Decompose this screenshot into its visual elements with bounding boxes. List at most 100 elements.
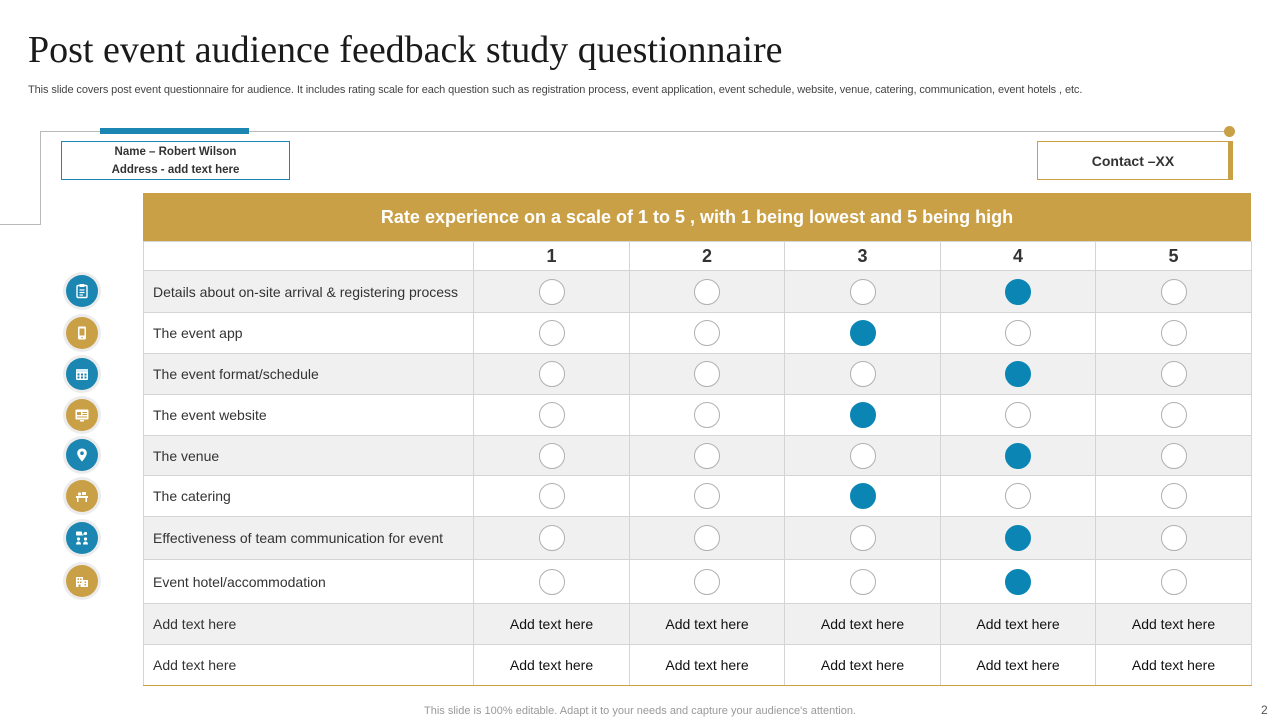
text-cell: Add text here <box>940 644 1096 686</box>
rating-radio[interactable] <box>694 320 720 346</box>
rating-radio[interactable] <box>1160 361 1187 387</box>
rating-radio-selected[interactable] <box>1005 278 1031 305</box>
rating-radio[interactable] <box>1160 442 1187 469</box>
team-communication-icon <box>66 521 98 554</box>
hotel-icon <box>66 565 98 597</box>
decorative-frame-line <box>40 131 1230 132</box>
rating-cell-2 <box>629 516 785 560</box>
rating-radio[interactable] <box>694 402 720 428</box>
rating-cell-4 <box>940 270 1096 313</box>
contact-box: Contact –XX <box>1037 141 1233 180</box>
rating-radio-selected[interactable] <box>1005 525 1031 551</box>
rating-radio-selected[interactable] <box>849 483 876 509</box>
footer-note: This slide is 100% editable. Adapt it to… <box>424 705 856 717</box>
rating-cell-1 <box>473 516 630 560</box>
rating-cell-1 <box>473 475 630 517</box>
decorative-accent-bar <box>100 128 249 134</box>
rating-radio[interactable] <box>538 568 565 595</box>
rating-radio[interactable] <box>538 442 565 469</box>
rating-radio[interactable] <box>538 361 565 387</box>
name-address-box: Name – Robert Wilson Address - add text … <box>61 141 290 180</box>
scale-header-3: 3 <box>784 241 941 271</box>
rating-radio[interactable] <box>1160 568 1187 595</box>
text-cell: Add text here <box>1095 603 1252 645</box>
rating-cell-5 <box>1095 475 1252 517</box>
rating-cell-2 <box>629 559 785 604</box>
address-text: Address - add text here <box>111 163 240 176</box>
rating-radio[interactable] <box>538 402 565 428</box>
text-cell: Add text here <box>473 603 630 645</box>
rating-radio[interactable] <box>1160 320 1187 346</box>
rating-cell-4 <box>940 312 1096 354</box>
rating-radio[interactable] <box>1005 320 1031 346</box>
rating-radio[interactable] <box>1160 483 1187 509</box>
rating-radio[interactable] <box>694 483 720 509</box>
rating-cell-4 <box>940 475 1096 517</box>
rating-cell-1 <box>473 559 630 604</box>
rating-radio-selected[interactable] <box>1005 361 1031 387</box>
rating-row: The event format/schedule <box>143 353 1252 395</box>
decorative-frame-line <box>0 224 41 225</box>
rating-cell-1 <box>473 353 630 395</box>
rating-radio[interactable] <box>849 278 876 305</box>
rating-radio[interactable] <box>1160 402 1187 428</box>
rating-cell-3 <box>784 270 941 313</box>
location-pin-icon <box>66 439 98 471</box>
rating-radio[interactable] <box>694 525 720 551</box>
rating-radio[interactable] <box>538 525 565 551</box>
rating-radio[interactable] <box>1005 483 1031 509</box>
rating-cell-2 <box>629 270 785 313</box>
rating-radio[interactable] <box>1160 278 1187 305</box>
rating-cell-5 <box>1095 435 1252 476</box>
rating-radio[interactable] <box>694 361 720 387</box>
rating-cell-3 <box>784 353 941 395</box>
rating-radio-selected[interactable] <box>1005 568 1031 595</box>
catering-icon <box>66 479 98 512</box>
rating-radio-selected[interactable] <box>849 320 876 346</box>
rating-cell-4 <box>940 516 1096 560</box>
clipboard-icon <box>66 275 98 307</box>
rating-row: Event hotel/accommodation <box>143 559 1252 604</box>
rating-cell-2 <box>629 312 785 354</box>
rating-radio[interactable] <box>849 442 876 469</box>
rating-radio-selected[interactable] <box>849 402 876 428</box>
calendar-icon <box>66 357 98 390</box>
rating-radio[interactable] <box>1005 402 1031 428</box>
rating-radio[interactable] <box>694 442 720 469</box>
scale-header-4: 4 <box>940 241 1096 271</box>
rating-cell-2 <box>629 394 785 436</box>
rating-cell-4 <box>940 435 1096 476</box>
text-cell: Add text here <box>629 603 785 645</box>
text-cell: Add text here <box>1095 644 1252 686</box>
question-label: The venue <box>143 435 474 476</box>
text-row-label: Add text here <box>143 644 474 686</box>
rating-cell-5 <box>1095 312 1252 354</box>
rating-scale-instruction: Rate experience on a scale of 1 to 5 , w… <box>380 206 1014 227</box>
rating-radio[interactable] <box>1160 525 1187 551</box>
rating-cell-5 <box>1095 559 1252 604</box>
text-row-label: Add text here <box>143 603 474 645</box>
contact-text: Contact –XX <box>1091 152 1175 169</box>
rating-radio-selected[interactable] <box>1005 442 1031 469</box>
rating-cell-5 <box>1095 270 1252 313</box>
question-label: Effectiveness of team communication for … <box>143 516 474 560</box>
rating-radio[interactable] <box>849 361 876 387</box>
question-label: Event hotel/accommodation <box>143 559 474 604</box>
rating-radio[interactable] <box>538 278 565 305</box>
rating-radio[interactable] <box>849 525 876 551</box>
rating-radio[interactable] <box>849 568 876 595</box>
name-text: Name – Robert Wilson <box>114 145 237 158</box>
rating-row: Effectiveness of team communication for … <box>143 516 1252 560</box>
rating-radio[interactable] <box>538 320 565 346</box>
rating-cell-3 <box>784 559 941 604</box>
text-cell: Add text here <box>473 644 630 686</box>
text-cell: Add text here <box>784 603 941 645</box>
rating-radio[interactable] <box>694 568 720 595</box>
rating-row: The event app <box>143 312 1252 354</box>
rating-row: Details about on-site arrival & register… <box>143 270 1252 313</box>
rating-row: The catering <box>143 475 1252 517</box>
rating-cell-2 <box>629 353 785 395</box>
text-row: Add text here Add text here Add text here A… <box>143 644 1252 686</box>
rating-radio[interactable] <box>538 483 565 509</box>
rating-radio[interactable] <box>694 278 720 305</box>
